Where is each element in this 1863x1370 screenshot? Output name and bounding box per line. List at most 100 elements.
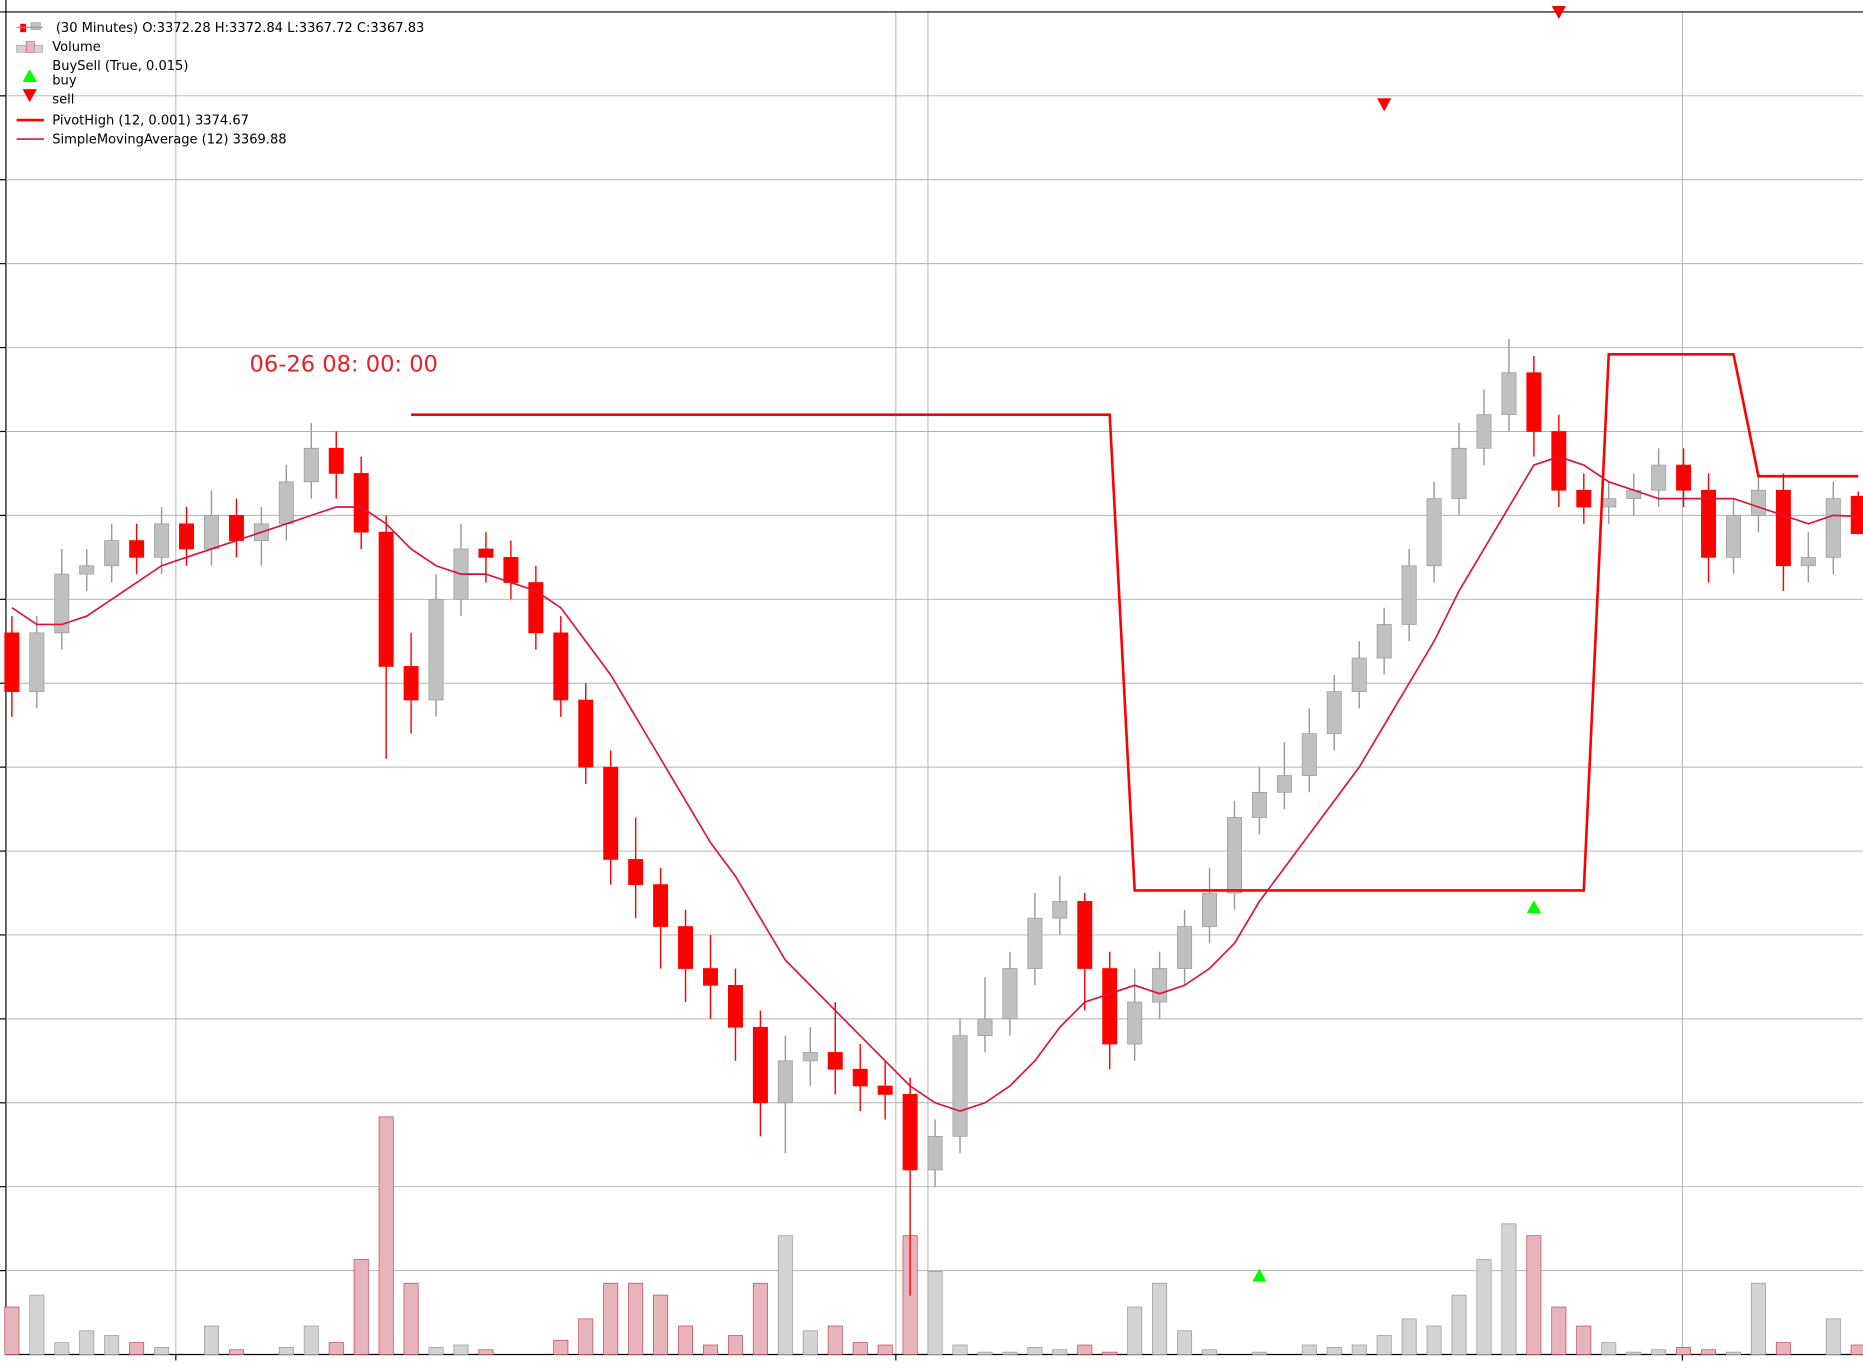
candle-body bbox=[54, 573, 70, 634]
volume-bar bbox=[1351, 1344, 1367, 1355]
volume-bar bbox=[752, 1282, 768, 1355]
volume-bar bbox=[1177, 1330, 1193, 1355]
candle-body bbox=[1002, 968, 1018, 1020]
volume-bar bbox=[1326, 1347, 1342, 1355]
candle-body bbox=[278, 481, 294, 525]
candle-body bbox=[79, 565, 95, 575]
candle-body bbox=[1376, 624, 1392, 659]
candle-body bbox=[1351, 657, 1367, 692]
candle-body bbox=[603, 766, 619, 860]
volume-bar bbox=[802, 1330, 818, 1355]
candle-body bbox=[1102, 968, 1118, 1045]
candle-body bbox=[653, 884, 669, 927]
candle-body bbox=[1726, 515, 1741, 558]
volume-bar bbox=[927, 1270, 943, 1355]
candle-body bbox=[1226, 817, 1242, 894]
volume-bar bbox=[29, 1294, 45, 1355]
volume-bar bbox=[1202, 1349, 1218, 1355]
volume-bar bbox=[1002, 1351, 1018, 1355]
volume-bar bbox=[1451, 1294, 1467, 1355]
candle-body bbox=[1825, 498, 1841, 558]
candle-body bbox=[328, 447, 344, 474]
volume-bar bbox=[104, 1335, 120, 1355]
candle-body bbox=[1127, 1001, 1143, 1045]
volume-bar bbox=[1750, 1282, 1766, 1355]
volume-bar bbox=[952, 1344, 968, 1355]
candle-body bbox=[129, 540, 145, 558]
volume-bar bbox=[1401, 1318, 1417, 1355]
volume-bar bbox=[852, 1342, 868, 1355]
volume-bar bbox=[1576, 1325, 1592, 1355]
candle-body bbox=[802, 1052, 818, 1062]
candle-body bbox=[1476, 414, 1492, 449]
candle-body bbox=[353, 473, 369, 533]
volume-bar bbox=[877, 1344, 893, 1355]
candle-body bbox=[952, 1035, 968, 1137]
candle-body bbox=[1800, 556, 1816, 567]
volume-bar bbox=[478, 1349, 494, 1355]
signal-marker bbox=[1252, 1268, 1267, 1282]
candle-body bbox=[503, 556, 519, 583]
volume-bar bbox=[703, 1344, 718, 1355]
candle-body bbox=[1177, 926, 1193, 969]
volume-bar bbox=[578, 1318, 594, 1355]
volume-bar bbox=[1551, 1306, 1567, 1355]
volume-bar bbox=[1102, 1351, 1118, 1355]
candle-body bbox=[902, 1094, 918, 1171]
legend: (30 Minutes) O:3372.28 H:3372.84 L:3367.… bbox=[16, 21, 424, 148]
candle-body bbox=[1501, 372, 1517, 416]
volume-bar bbox=[79, 1330, 95, 1355]
candle-body bbox=[877, 1085, 893, 1095]
volume-bar bbox=[1376, 1335, 1392, 1355]
volume-bar bbox=[628, 1282, 644, 1355]
signal-marker bbox=[1377, 98, 1392, 112]
candle-body bbox=[1551, 431, 1567, 491]
legend-icon bbox=[20, 23, 27, 33]
volume-bar bbox=[827, 1325, 843, 1355]
volume-bar bbox=[1127, 1306, 1143, 1355]
candle-body bbox=[1451, 447, 1467, 499]
candle-body bbox=[727, 984, 743, 1028]
indicator-line bbox=[411, 352, 1859, 892]
candle-body bbox=[1052, 901, 1068, 919]
candle-body bbox=[1202, 892, 1218, 927]
signal-marker bbox=[1526, 900, 1542, 914]
legend-label: SimpleMovingAverage (12) 3369.88 bbox=[52, 133, 286, 148]
candle-body bbox=[703, 968, 718, 986]
volume-bar bbox=[403, 1282, 419, 1355]
candle-body bbox=[1526, 372, 1542, 432]
candle-body bbox=[977, 1018, 993, 1037]
volume-bar bbox=[54, 1342, 70, 1355]
volume-bar bbox=[1701, 1349, 1717, 1355]
candle-body bbox=[1576, 489, 1592, 508]
volume-bar bbox=[553, 1339, 569, 1355]
volume-bar bbox=[1077, 1344, 1093, 1355]
candle-body bbox=[1850, 495, 1863, 534]
volume-bar bbox=[154, 1347, 170, 1355]
legend-icon bbox=[16, 44, 27, 53]
volume-bar bbox=[777, 1235, 793, 1355]
volume-bar bbox=[4, 1306, 20, 1355]
volume-bar bbox=[1651, 1349, 1667, 1355]
volume-bar bbox=[453, 1344, 469, 1355]
candle-body bbox=[827, 1052, 843, 1070]
candle-body bbox=[1701, 489, 1717, 558]
candle-body bbox=[378, 531, 394, 667]
candle-body bbox=[4, 632, 20, 692]
legend-label: (30 Minutes) O:3372.28 H:3372.84 L:3367.… bbox=[56, 21, 424, 36]
candle-body bbox=[1775, 489, 1791, 567]
volume-bar bbox=[977, 1351, 993, 1355]
volume-bar bbox=[1251, 1351, 1267, 1355]
legend-icon bbox=[30, 22, 41, 31]
volume-bar bbox=[428, 1347, 444, 1355]
candle-body bbox=[1426, 498, 1442, 567]
volume-bar bbox=[1676, 1347, 1692, 1355]
volume-bar bbox=[278, 1347, 294, 1355]
candle-body bbox=[1651, 464, 1667, 491]
candle-body bbox=[104, 540, 120, 567]
volume-bar bbox=[303, 1325, 319, 1355]
volume-bar bbox=[1426, 1325, 1442, 1355]
candle-body bbox=[777, 1060, 793, 1104]
volume-bar bbox=[1501, 1223, 1517, 1355]
